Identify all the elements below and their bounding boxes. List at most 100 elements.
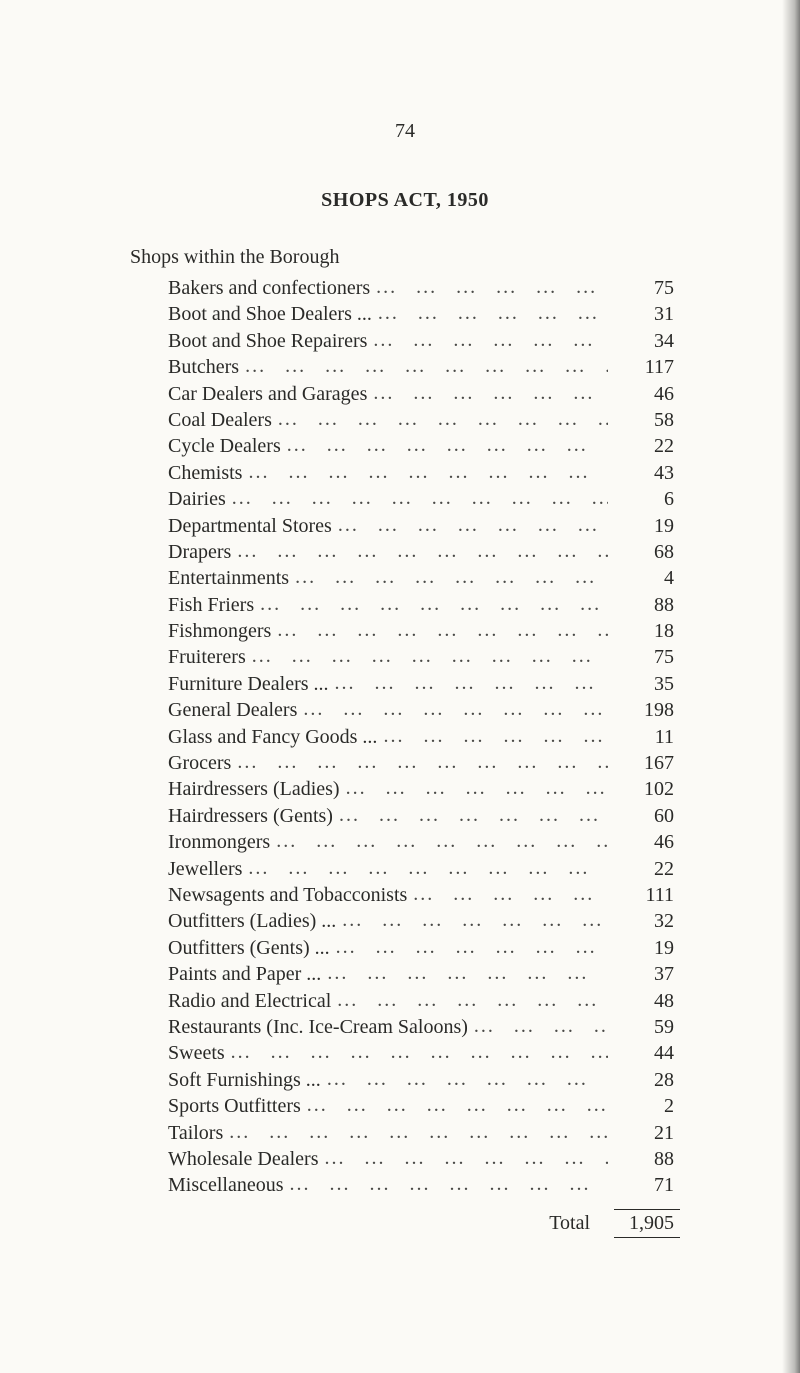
- dot-leader: [277, 617, 608, 643]
- table-row: Bakers and confectioners 75: [168, 275, 680, 301]
- shop-count-value: 46: [614, 381, 680, 407]
- table-row: Fishmongers 18: [168, 618, 680, 644]
- dot-leader: [338, 512, 608, 538]
- table-row: General Dealers 198: [168, 697, 680, 723]
- shop-count-value: 60: [614, 803, 680, 829]
- shop-type-label: Outfitters (Ladies) ...: [168, 908, 336, 934]
- table-row: Boot and Shoe Repairers 34: [168, 328, 680, 354]
- dot-leader: [339, 802, 608, 828]
- shop-count-value: 48: [614, 988, 680, 1014]
- shop-type-label: Sports Outfitters: [168, 1093, 301, 1119]
- table-row: Tailors 21: [168, 1120, 680, 1146]
- shop-count-value: 34: [614, 328, 680, 354]
- dot-leader: [276, 828, 608, 854]
- table-row: Hairdressers (Ladies) 102: [168, 776, 680, 802]
- table-row: Car Dealers and Garages 46: [168, 381, 680, 407]
- dot-leader: [324, 1145, 608, 1171]
- shop-type-label: Miscellaneous: [168, 1172, 284, 1198]
- shop-type-label: Glass and Fancy Goods ...: [168, 724, 377, 750]
- table-row: Ironmongers 46: [168, 829, 680, 855]
- dot-leader: [474, 1013, 608, 1039]
- table-row: Wholesale Dealers 88: [168, 1146, 680, 1172]
- shop-count-value: 2: [614, 1093, 680, 1119]
- shop-count-value: 18: [614, 618, 680, 644]
- shop-count-value: 35: [614, 671, 680, 697]
- shops-table: Bakers and confectioners 75 Boot and Sho…: [130, 275, 680, 1199]
- shop-count-value: 19: [614, 935, 680, 961]
- table-row: Grocers 167: [168, 750, 680, 776]
- table-row: Fruiterers 75: [168, 644, 680, 670]
- shop-count-value: 75: [614, 644, 680, 670]
- shop-count-value: 102: [614, 776, 680, 802]
- dot-leader: [229, 1119, 608, 1145]
- shop-count-value: 111: [614, 882, 680, 908]
- table-row: Chemists 43: [168, 460, 680, 486]
- total-row: Total 1,905: [168, 1209, 680, 1238]
- dot-leader: [342, 907, 608, 933]
- dot-leader: [290, 1171, 608, 1197]
- shop-count-value: 88: [614, 1146, 680, 1172]
- table-row: Outfitters (Gents) ... 19: [168, 935, 680, 961]
- dot-leader: [327, 1066, 608, 1092]
- shop-count-value: 46: [614, 829, 680, 855]
- shop-type-label: Fish Friers: [168, 592, 254, 618]
- shop-count-value: 43: [614, 460, 680, 486]
- shop-type-label: Fishmongers: [168, 618, 271, 644]
- shop-count-value: 4: [614, 565, 680, 591]
- shop-type-label: Jewellers: [168, 856, 242, 882]
- shop-count-value: 21: [614, 1120, 680, 1146]
- table-row: Sports Outfitters 2: [168, 1093, 680, 1119]
- table-row: Furniture Dealers ... 35: [168, 671, 680, 697]
- shop-count-value: 37: [614, 961, 680, 987]
- dot-leader: [248, 855, 608, 881]
- table-row: Miscellaneous 71: [168, 1172, 680, 1198]
- table-row: Departmental Stores 19: [168, 513, 680, 539]
- shop-type-label: General Dealers: [168, 697, 297, 723]
- shop-count-value: 22: [614, 433, 680, 459]
- shop-type-label: Departmental Stores: [168, 513, 332, 539]
- shop-count-value: 75: [614, 275, 680, 301]
- dot-leader: [327, 960, 608, 986]
- table-row: Butchers 117: [168, 354, 680, 380]
- dot-leader: [303, 696, 608, 722]
- shop-type-label: Chemists: [168, 460, 242, 486]
- shop-type-label: Soft Furnishings ...: [168, 1067, 321, 1093]
- document-page: 74 SHOPS ACT, 1950 Shops within the Boro…: [0, 0, 800, 1373]
- dot-leader: [245, 353, 608, 379]
- table-row: Soft Furnishings ... 28: [168, 1067, 680, 1093]
- shop-count-value: 59: [614, 1014, 680, 1040]
- dot-leader: [383, 723, 608, 749]
- table-row: Fish Friers 88: [168, 592, 680, 618]
- shop-count-value: 71: [614, 1172, 680, 1198]
- shop-count-value: 58: [614, 407, 680, 433]
- table-row: Dairies 6: [168, 486, 680, 512]
- page-number: 74: [130, 120, 680, 143]
- shop-type-label: Hairdressers (Gents): [168, 803, 333, 829]
- shop-count-value: 32: [614, 908, 680, 934]
- shop-count-value: 31: [614, 301, 680, 327]
- shop-type-label: Furniture Dealers ...: [168, 671, 329, 697]
- shop-type-label: Ironmongers: [168, 829, 270, 855]
- table-row: Entertainments 4: [168, 565, 680, 591]
- dot-leader: [373, 380, 608, 406]
- shop-count-value: 88: [614, 592, 680, 618]
- dot-leader: [337, 987, 608, 1013]
- dot-leader: [295, 564, 608, 590]
- table-row: Outfitters (Ladies) ... 32: [168, 908, 680, 934]
- dot-leader: [232, 485, 608, 511]
- total-label: Total: [168, 1212, 614, 1235]
- table-row: Sweets 44: [168, 1040, 680, 1066]
- shop-type-label: Radio and Electrical: [168, 988, 331, 1014]
- dot-leader: [335, 670, 608, 696]
- shop-count-value: 19: [614, 513, 680, 539]
- shop-count-value: 28: [614, 1067, 680, 1093]
- shop-count-value: 198: [614, 697, 680, 723]
- dot-leader: [336, 934, 608, 960]
- shop-type-label: Sweets: [168, 1040, 225, 1066]
- shop-type-label: Boot and Shoe Repairers: [168, 328, 367, 354]
- dot-leader: [307, 1092, 608, 1118]
- table-row: Coal Dealers 58: [168, 407, 680, 433]
- shop-type-label: Wholesale Dealers: [168, 1146, 318, 1172]
- shop-type-label: Entertainments: [168, 565, 289, 591]
- shop-type-label: Butchers: [168, 354, 239, 380]
